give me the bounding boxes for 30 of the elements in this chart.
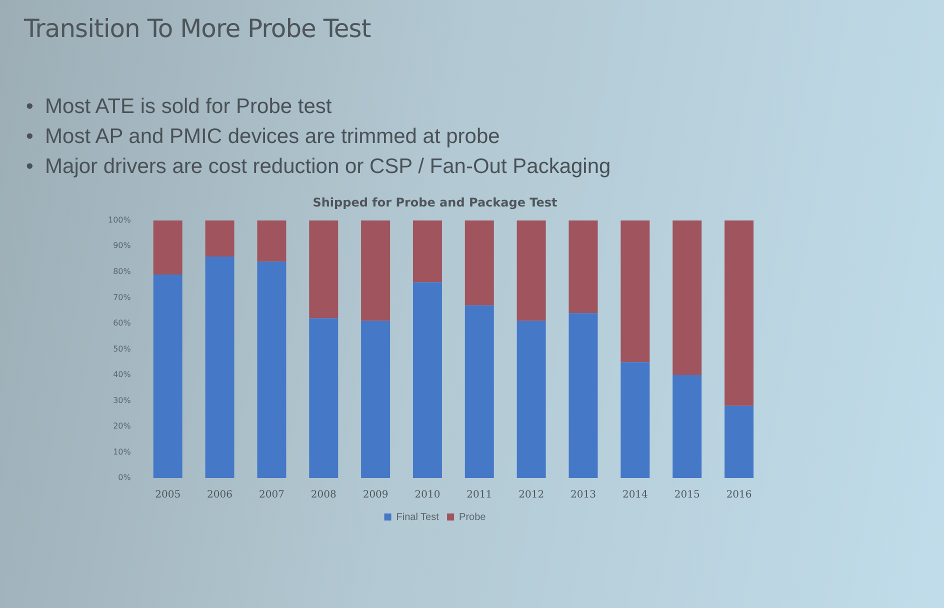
y-tick-label: 90% bbox=[113, 241, 132, 250]
chart-title: Transition To More Probe Test bbox=[24, 14, 371, 43]
x-tick-label: 2007 bbox=[258, 490, 284, 501]
y-tick-label: 100% bbox=[108, 215, 132, 224]
y-tick-label: 40% bbox=[113, 370, 132, 380]
x-tick-label: 2014 bbox=[622, 490, 648, 501]
x-tick-label: 2005 bbox=[155, 490, 181, 501]
x-tick-label: 2015 bbox=[674, 490, 700, 501]
text: • Major drivers are cost reduction or CSP / Fan-Out Packaging bbox=[26, 154, 611, 180]
x-tick-label: 2011 bbox=[466, 490, 492, 501]
text: • Most AP and PMIC devices are trimmed at probe bbox=[26, 124, 501, 150]
y-tick-label: 80% bbox=[113, 267, 132, 276]
y-tick-label: 30% bbox=[113, 396, 132, 405]
chart-subtitle: Shipped for Probe and Package Test bbox=[312, 195, 558, 210]
legend-label: Probe bbox=[459, 512, 486, 523]
text: • Most ATE is sold for Probe test bbox=[26, 94, 333, 120]
y-tick-label: 50% bbox=[113, 344, 132, 354]
y-tick-label: 70% bbox=[113, 292, 132, 302]
legend-label: Final Test bbox=[396, 512, 440, 523]
y-tick-label: 0% bbox=[118, 473, 132, 482]
x-tick-label: 2008 bbox=[310, 490, 336, 501]
x-tick-label: 2012 bbox=[518, 490, 544, 501]
x-tick-label: 2016 bbox=[726, 490, 752, 501]
y-tick-label: 60% bbox=[113, 318, 132, 328]
x-tick-label: 2009 bbox=[362, 490, 388, 501]
x-tick-label: 2010 bbox=[414, 490, 440, 501]
y-tick-label: 10% bbox=[113, 447, 132, 456]
x-tick-label: 2013 bbox=[570, 490, 596, 501]
y-tick-label: 20% bbox=[113, 422, 132, 431]
x-tick-label: 2006 bbox=[207, 490, 232, 501]
